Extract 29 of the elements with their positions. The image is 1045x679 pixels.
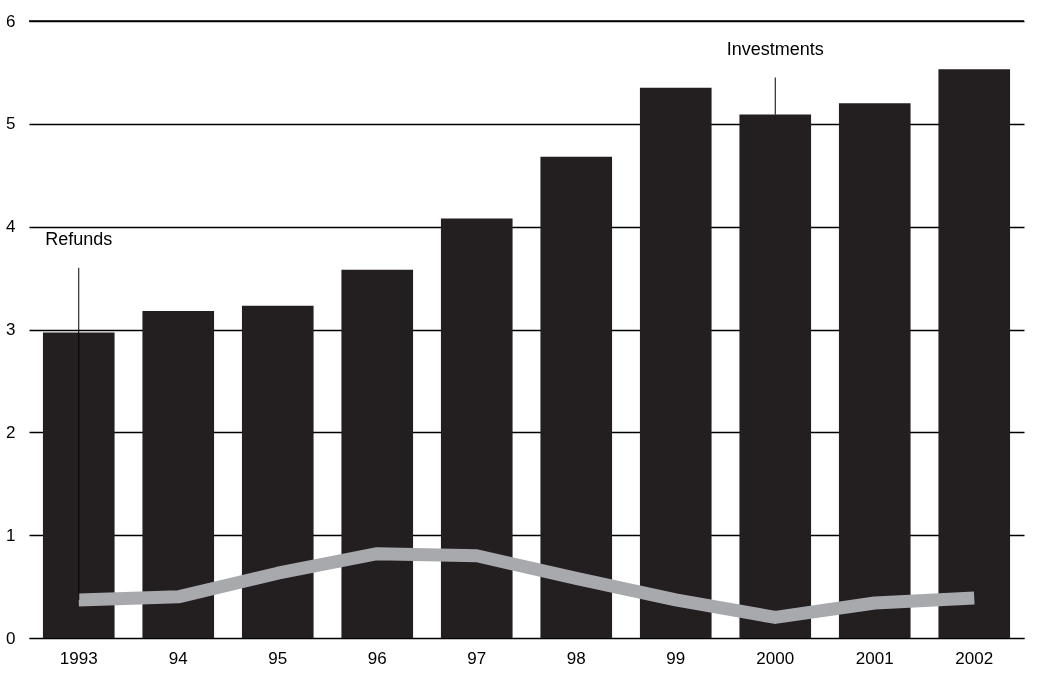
- y-tick-label: 1: [6, 525, 16, 545]
- x-tick-label: 2001: [855, 648, 894, 668]
- annotation: Refunds: [45, 229, 113, 250]
- bar: [142, 310, 215, 638]
- bar: [241, 305, 314, 638]
- x-tick-label: 99: [666, 648, 686, 668]
- y-tick-label: 5: [6, 114, 16, 134]
- x-tick-label: 97: [467, 648, 487, 668]
- x-tick-label: 2002: [955, 648, 994, 668]
- x-tick-label: 96: [367, 648, 387, 668]
- x-tick-label: 95: [268, 648, 288, 668]
- bar: [838, 103, 911, 638]
- y-tick-label: 0: [6, 628, 16, 648]
- bar: [440, 218, 513, 638]
- x-tick-label: 2000: [756, 648, 795, 668]
- bar: [42, 332, 115, 638]
- bar: [639, 87, 712, 638]
- bar: [739, 114, 812, 638]
- y-tick-label: 4: [6, 217, 16, 237]
- annotation: Investments: [726, 39, 824, 60]
- x-tick-label: 98: [566, 648, 586, 668]
- bar: [341, 269, 414, 638]
- x-tick-label: 94: [168, 648, 188, 668]
- bar: [540, 156, 613, 638]
- y-tick-label: 3: [6, 320, 16, 339]
- y-tick-label: 6: [6, 11, 16, 31]
- y-tick-label: 2: [6, 422, 16, 442]
- x-tick-label: 1993: [59, 648, 98, 668]
- bar: [938, 69, 1011, 638]
